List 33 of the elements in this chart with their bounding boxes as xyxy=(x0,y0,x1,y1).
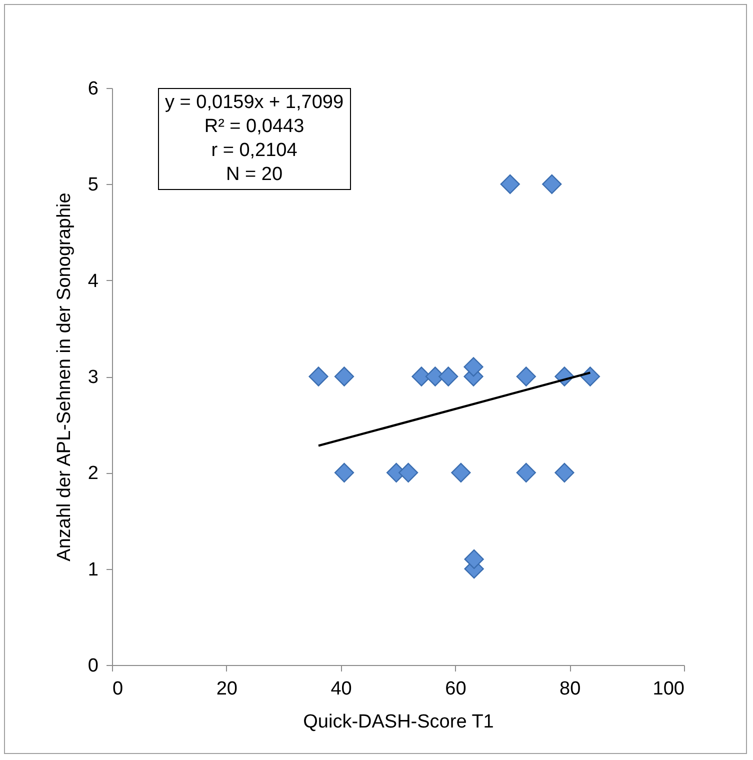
x-tick-label: 0 xyxy=(112,678,124,700)
point xyxy=(308,366,328,386)
x-tick-label: 40 xyxy=(330,678,352,700)
y-tick-label: 5 xyxy=(88,174,98,196)
point xyxy=(464,357,484,377)
x-tick-label: 60 xyxy=(445,678,466,700)
point xyxy=(438,366,458,386)
x-tick-label: 100 xyxy=(652,678,684,700)
y-tick-label: 2 xyxy=(88,463,98,484)
y-tick-label: 0 xyxy=(88,656,98,676)
point xyxy=(398,462,418,482)
x-axis-title: Quick-DASH-Score T1 xyxy=(303,712,494,732)
point xyxy=(554,462,574,482)
x-tick-label: 80 xyxy=(560,678,581,700)
annotation: y = 0,0159x + 1,7099 xyxy=(165,91,344,115)
point xyxy=(542,174,562,194)
annotation: r = 0,2104 xyxy=(210,139,298,163)
point xyxy=(516,366,536,386)
y-tick-label: 6 xyxy=(88,78,98,100)
point xyxy=(500,174,520,194)
point xyxy=(451,462,471,482)
y-tick-label: 3 xyxy=(88,367,98,388)
point xyxy=(334,366,354,386)
point xyxy=(516,462,536,482)
annotation: N = 20 xyxy=(225,163,284,187)
annotation: R² = 0,0443 xyxy=(203,115,306,139)
x-tick-label: 20 xyxy=(216,678,238,700)
point xyxy=(334,462,354,482)
y-axis-title: Anzahl der APL-Sehnen in der Sonographie xyxy=(54,192,75,562)
y-tick-label: 4 xyxy=(88,270,99,292)
point xyxy=(464,549,484,570)
y-tick-label: 1 xyxy=(88,559,98,580)
point xyxy=(580,366,600,386)
